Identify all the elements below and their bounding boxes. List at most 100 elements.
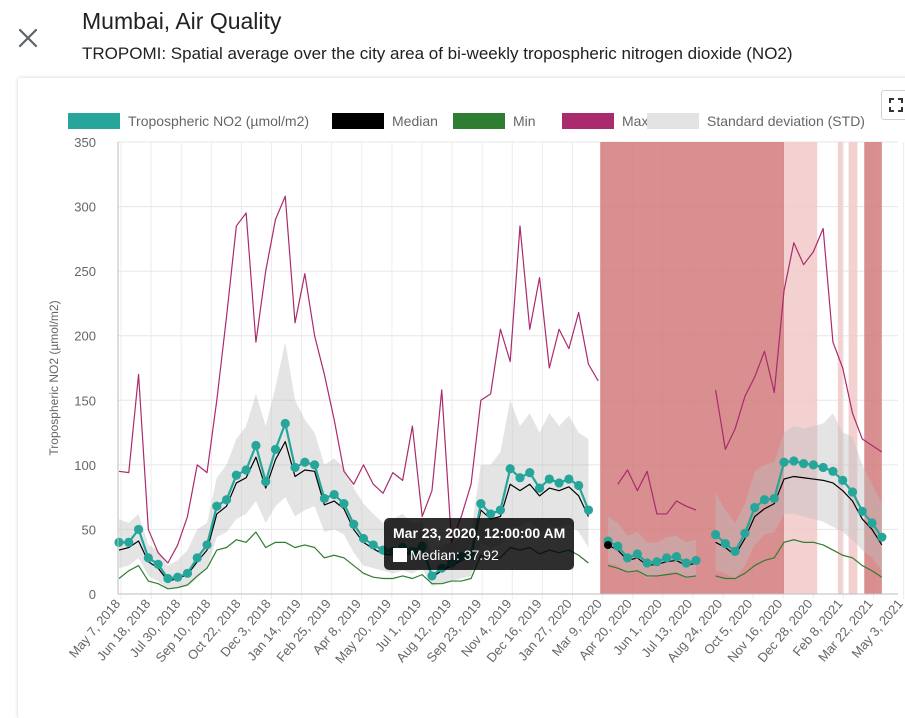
no2-point <box>329 489 339 500</box>
no2-point <box>779 457 789 467</box>
legend-label: Tropospheric NO2 (µmol/m2) <box>128 113 309 129</box>
y-axis-label: Tropospheric NO2 (µmol/m2) <box>47 300 61 455</box>
tooltip-row: Median: 37.92 <box>393 547 565 563</box>
no2-point <box>124 537 134 547</box>
no2-point <box>818 462 828 473</box>
highlight-band <box>864 142 882 594</box>
no2-point <box>750 502 760 513</box>
no2-point <box>642 558 652 568</box>
legend-label: Max <box>622 113 648 129</box>
no2-point <box>662 553 672 563</box>
no2-point <box>730 546 740 556</box>
page-subtitle: TROPOMI: Spatial average over the city a… <box>82 44 793 63</box>
no2-point <box>720 539 730 549</box>
no2-point <box>427 571 437 581</box>
no2-point <box>681 558 691 568</box>
chart-tooltip: Mar 23, 2020, 12:00:00 AM Median: 37.92 <box>384 518 575 570</box>
legend-item: Max <box>562 113 648 129</box>
no2-point <box>368 540 378 550</box>
no2-point <box>838 475 848 485</box>
no2-point <box>534 483 545 493</box>
no2-point <box>251 440 261 451</box>
legend-label: Min <box>513 113 536 129</box>
no2-point <box>847 487 858 497</box>
no2-point <box>280 418 290 429</box>
no2-point <box>133 524 144 535</box>
highlight-band <box>837 142 843 594</box>
median-line <box>715 475 883 556</box>
median-line <box>607 544 697 567</box>
legend-item: Standard deviation (STD) <box>647 113 865 129</box>
close-button[interactable] <box>14 24 42 52</box>
page-title: Mumbai, Air Quality <box>82 8 282 34</box>
no2-line <box>607 540 697 565</box>
no2-point <box>202 540 212 550</box>
highlight-band <box>784 142 818 594</box>
y-tick-label: 0 <box>89 587 96 602</box>
legend-label: Standard deviation (STD) <box>707 113 865 129</box>
tooltip-label: Median: 37.92 <box>410 547 499 563</box>
no2-point <box>808 460 818 470</box>
no2-point <box>270 444 281 454</box>
no2-point <box>877 532 887 542</box>
max-line <box>118 195 599 564</box>
no2-point <box>505 464 515 474</box>
close-icon <box>18 28 38 48</box>
no2-point <box>192 553 202 563</box>
y-tick-label: 350 <box>74 135 96 150</box>
no2-point <box>163 573 173 584</box>
std-band <box>608 516 697 579</box>
legend-swatch <box>68 113 120 129</box>
no2-point <box>769 493 779 504</box>
no2-point <box>495 505 506 515</box>
legend-swatch <box>453 113 505 129</box>
no2-point <box>622 553 633 563</box>
tooltip-title: Mar 23, 2020, 12:00:00 AM <box>393 525 566 541</box>
std-band <box>119 342 589 589</box>
no2-point <box>221 495 232 505</box>
min-line <box>607 565 697 578</box>
no2-point <box>261 477 271 487</box>
no2-point <box>710 529 721 540</box>
no2-point <box>525 468 535 478</box>
no2-point <box>574 480 584 491</box>
y-tick-label: 50 <box>82 522 96 537</box>
no2-point <box>857 506 867 516</box>
no2-point <box>143 553 153 563</box>
std-band <box>715 413 882 579</box>
max-line <box>617 469 697 515</box>
tooltip-focus-point <box>604 541 612 550</box>
fullscreen-icon <box>889 98 903 112</box>
no2-point <box>241 465 251 475</box>
no2-point <box>828 466 838 476</box>
no2-point <box>300 457 310 467</box>
legend-swatch <box>647 113 699 129</box>
no2-point <box>515 473 525 483</box>
y-tick-label: 150 <box>74 393 96 408</box>
no2-point <box>867 518 877 528</box>
no2-point <box>486 509 496 519</box>
no2-point <box>564 474 574 484</box>
no2-point <box>544 474 554 484</box>
no2-point <box>554 478 564 488</box>
no2-point <box>632 549 642 559</box>
no2-point <box>358 533 369 544</box>
no2-point <box>153 559 163 569</box>
no2-point <box>740 528 750 538</box>
y-tick-label: 250 <box>74 264 96 279</box>
no2-point <box>652 557 662 567</box>
legend-item: Min <box>453 113 536 129</box>
no2-point <box>613 541 623 551</box>
no2-point <box>583 505 594 515</box>
tooltip-swatch <box>393 548 407 562</box>
no2-point <box>114 537 124 547</box>
legend-swatch <box>332 113 384 129</box>
min-line <box>715 539 883 580</box>
legend-item: Median <box>332 113 438 129</box>
fullscreen-button[interactable] <box>881 90 905 120</box>
y-tick-label: 100 <box>74 458 96 473</box>
y-tick-label: 200 <box>74 329 96 344</box>
legend-swatch <box>562 113 614 129</box>
no2-point <box>339 499 349 509</box>
